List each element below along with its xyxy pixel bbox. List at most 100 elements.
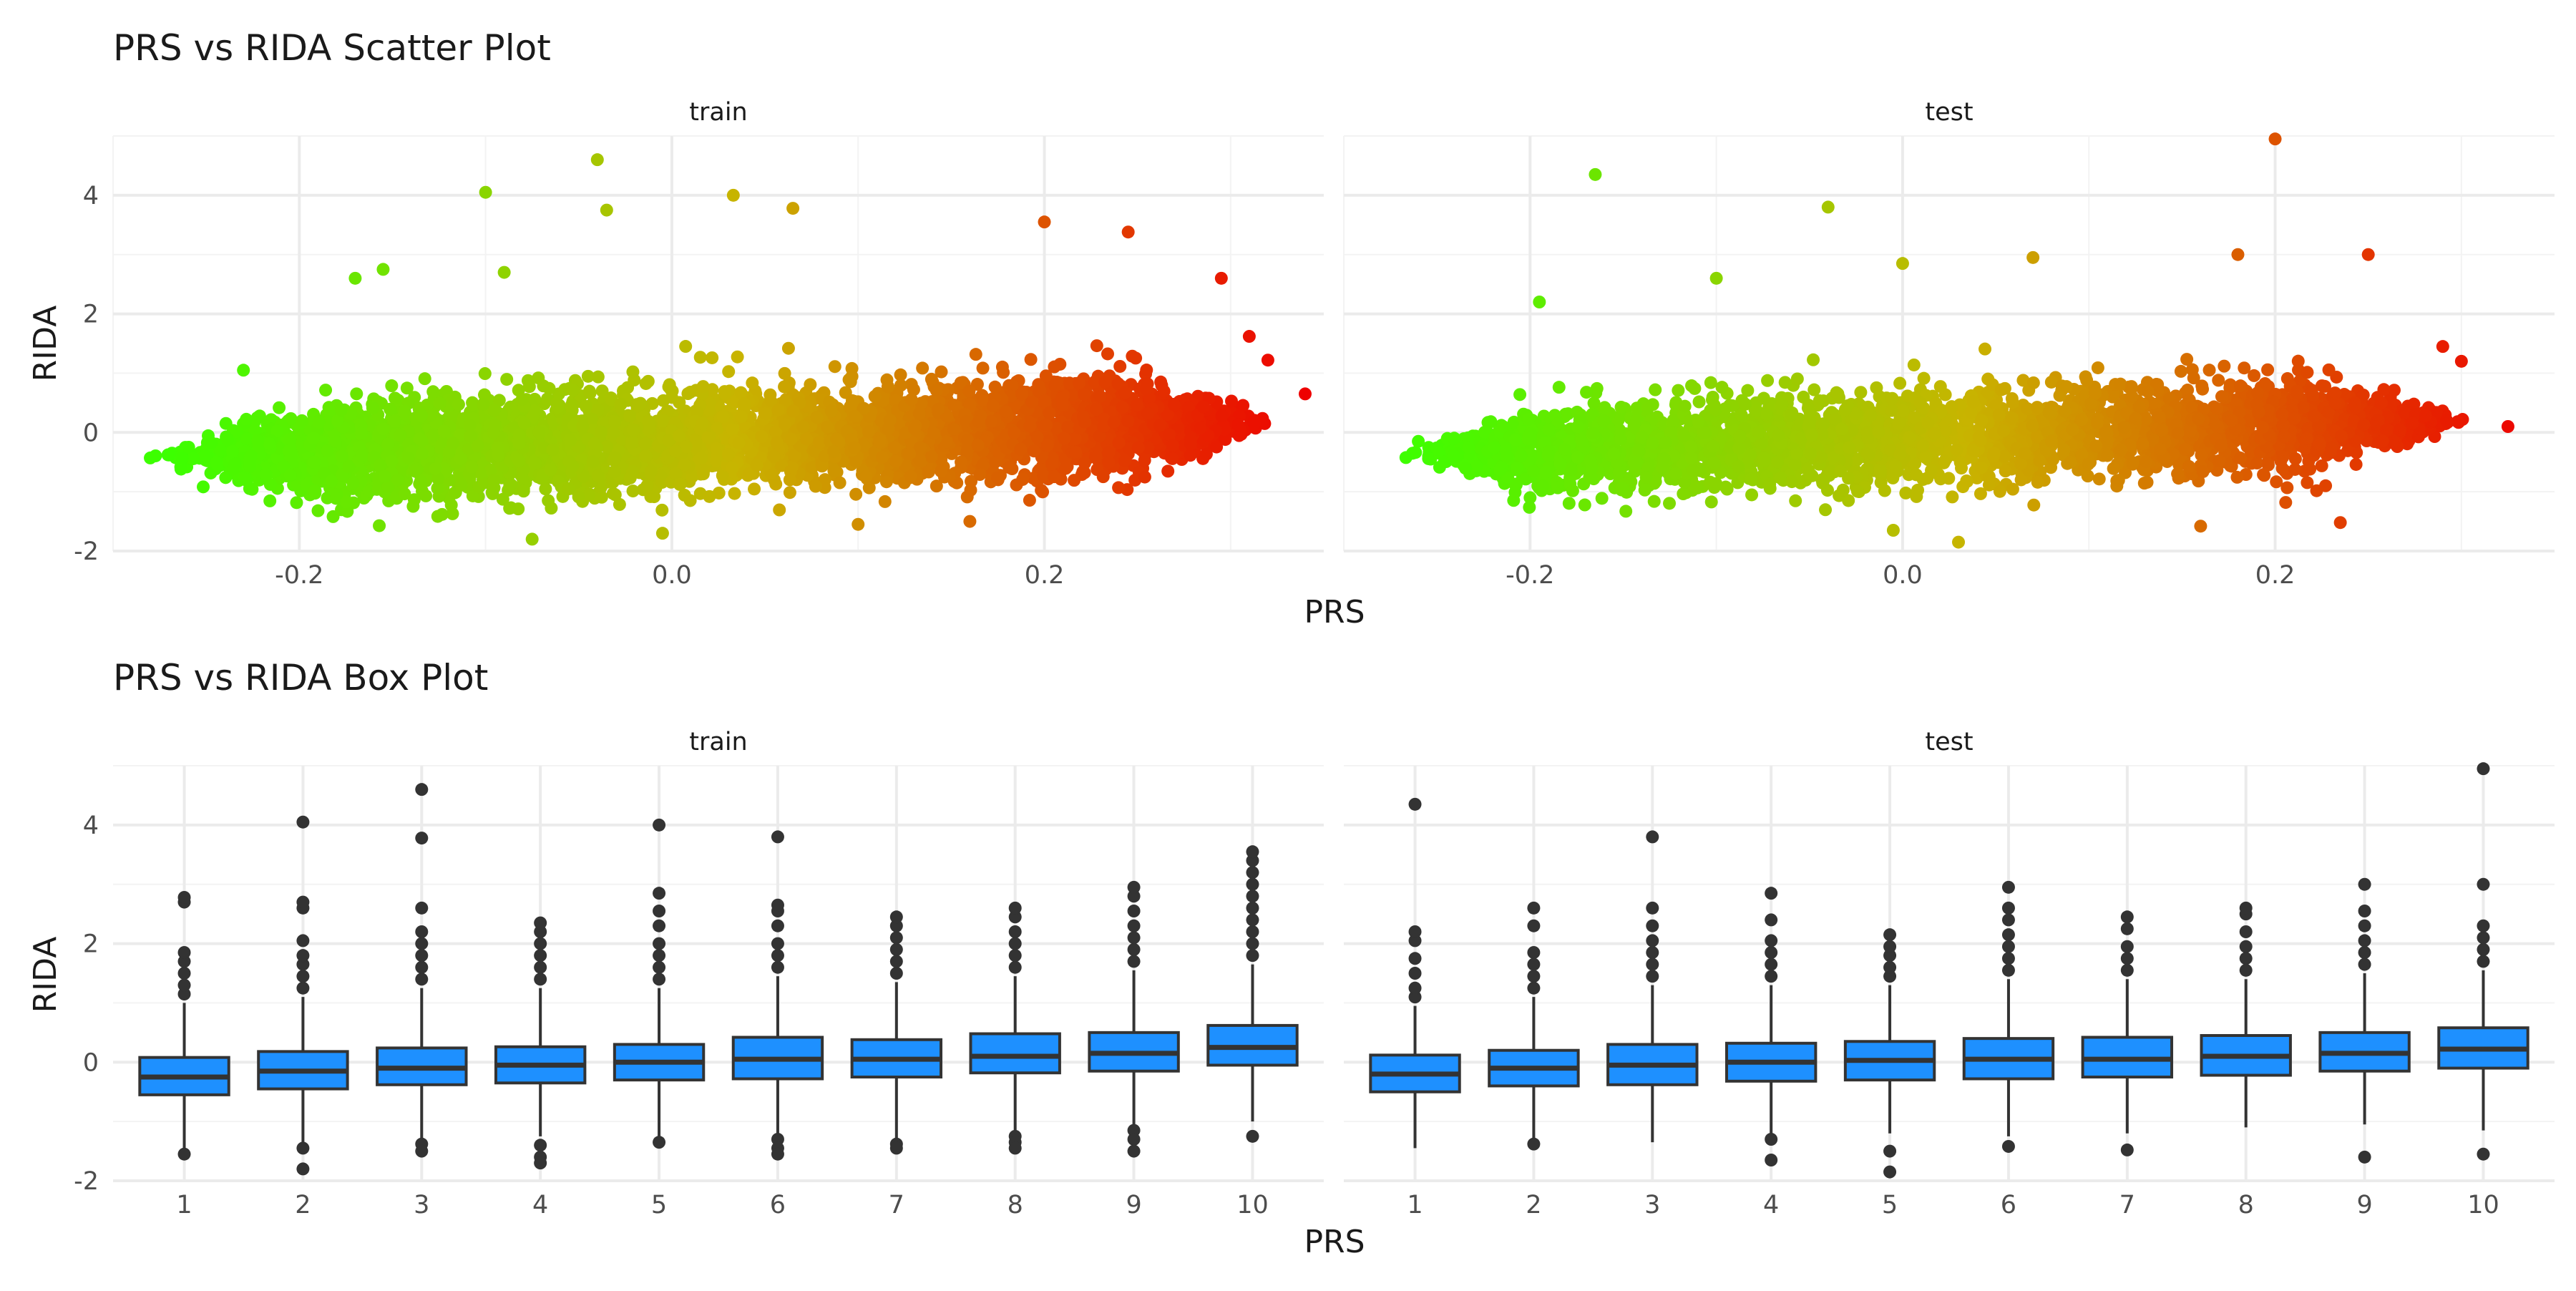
scatter-point bbox=[2027, 376, 2040, 389]
scatter-point bbox=[325, 474, 338, 487]
scatter-point bbox=[991, 472, 1004, 484]
scatter-point bbox=[379, 470, 391, 483]
scatter-point bbox=[419, 489, 432, 502]
scatter-point bbox=[684, 494, 697, 507]
scatter-point bbox=[640, 377, 653, 390]
scatter-point bbox=[307, 432, 320, 444]
box-x-title: PRS bbox=[1304, 1224, 1365, 1260]
scatter-point bbox=[1563, 497, 1576, 510]
scatter-x-tick-label: -0.2 bbox=[1506, 561, 1554, 590]
scatter-point bbox=[852, 518, 864, 531]
scatter-point bbox=[564, 434, 577, 447]
scatter-point bbox=[932, 403, 945, 416]
scatter-point bbox=[408, 493, 421, 506]
scatter-point bbox=[609, 488, 622, 501]
scatter-point bbox=[296, 414, 308, 427]
scatter-point bbox=[782, 342, 795, 355]
scatter-point bbox=[849, 488, 862, 501]
scatter-point bbox=[1116, 401, 1129, 414]
scatter-point bbox=[414, 432, 426, 445]
scatter-point bbox=[987, 399, 1000, 412]
scatter-point bbox=[1158, 385, 1171, 398]
scatter-point bbox=[905, 393, 918, 406]
scatter-point bbox=[340, 495, 353, 508]
scatter-point bbox=[623, 409, 636, 422]
scatter-point bbox=[625, 437, 638, 450]
scatter-point bbox=[779, 367, 791, 380]
scatter-point bbox=[1015, 387, 1028, 400]
scatter-point bbox=[1215, 272, 1228, 285]
scatter-point bbox=[1091, 339, 1103, 352]
scatter-point bbox=[532, 426, 545, 439]
scatter-point bbox=[472, 439, 484, 452]
scatter-point bbox=[970, 348, 982, 361]
scatter-point bbox=[1140, 364, 1153, 376]
scatter-point bbox=[1048, 379, 1061, 392]
scatter-point bbox=[908, 422, 921, 435]
scatter-point bbox=[438, 425, 451, 438]
scatter-x-tick-label: 0.2 bbox=[1025, 561, 1065, 590]
scatter-x-tick-label: 0.0 bbox=[652, 561, 692, 590]
scatter-point bbox=[1299, 387, 1312, 400]
scatter-point bbox=[1028, 444, 1040, 457]
scatter-point bbox=[1023, 494, 1036, 507]
scatter-point bbox=[1089, 451, 1102, 464]
scatter-point bbox=[738, 397, 751, 410]
scatter-point bbox=[567, 384, 580, 396]
scatter-point bbox=[1138, 471, 1151, 484]
scatter-point bbox=[391, 474, 404, 487]
scatter-point bbox=[809, 480, 822, 493]
scatter-point bbox=[526, 532, 539, 545]
scatter-facet-train-label: train bbox=[689, 98, 747, 127]
scatter-point bbox=[624, 472, 637, 484]
scatter-point bbox=[1132, 442, 1145, 454]
scatter-point bbox=[454, 452, 467, 465]
scatter-point bbox=[879, 495, 892, 508]
scatter-point bbox=[869, 390, 882, 403]
scatter-point bbox=[965, 484, 977, 497]
scatter-point bbox=[759, 407, 772, 420]
scatter-point bbox=[374, 459, 386, 472]
scatter-point bbox=[1663, 497, 1676, 510]
scatter-point bbox=[1016, 473, 1029, 486]
scatter-point bbox=[434, 396, 447, 409]
scatter-point bbox=[512, 454, 525, 467]
scatter-point bbox=[1025, 353, 1038, 366]
scatter-point bbox=[639, 437, 652, 450]
scatter-point bbox=[800, 432, 813, 445]
scatter-point bbox=[825, 404, 838, 417]
scatter-point bbox=[529, 457, 542, 469]
scatter-point bbox=[384, 403, 396, 416]
scatter-point bbox=[537, 379, 550, 392]
scatter-point bbox=[1098, 376, 1111, 389]
scatter-point bbox=[722, 448, 735, 461]
scatter-point bbox=[273, 401, 286, 414]
scatter-point bbox=[308, 485, 321, 498]
scatter-point bbox=[732, 437, 745, 449]
scatter-point bbox=[586, 455, 599, 468]
scatter-point bbox=[1031, 431, 1044, 444]
scatter-point bbox=[1112, 481, 1125, 494]
scatter-point bbox=[1166, 439, 1179, 452]
scatter-point bbox=[1113, 437, 1126, 449]
scatter-point bbox=[1043, 406, 1056, 419]
box-y-title: RIDA bbox=[27, 937, 64, 1013]
scatter-point bbox=[1014, 443, 1027, 456]
scatter-point bbox=[1196, 400, 1209, 413]
scatter-point bbox=[431, 510, 444, 523]
scatter-point bbox=[627, 484, 640, 497]
scatter-point bbox=[477, 398, 489, 411]
scatter-point bbox=[947, 399, 960, 411]
scatter-point bbox=[882, 422, 894, 435]
scatter-point bbox=[1058, 432, 1071, 445]
scatter-point bbox=[1262, 354, 1274, 366]
scatter-point bbox=[640, 479, 653, 492]
scatter-y-title: RIDA bbox=[27, 306, 64, 382]
scatter-point bbox=[492, 442, 504, 454]
scatter-point bbox=[355, 449, 368, 462]
scatter-point bbox=[796, 420, 809, 433]
scatter-point bbox=[997, 366, 1010, 379]
scatter-point bbox=[1102, 456, 1115, 469]
